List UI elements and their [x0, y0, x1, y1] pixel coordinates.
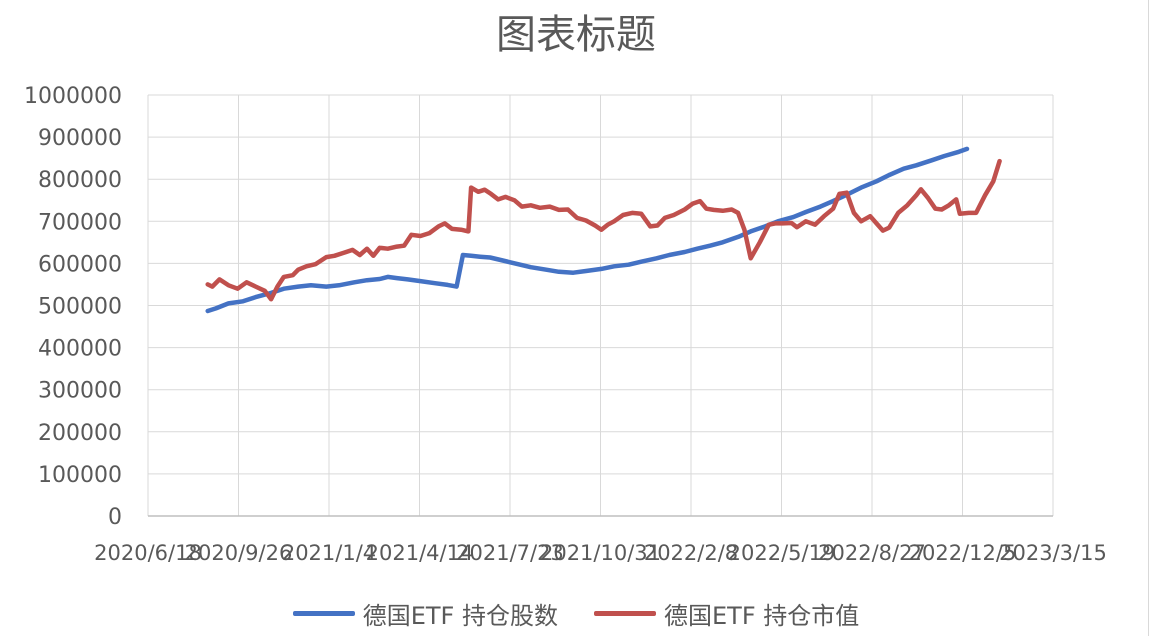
x-tick-label: 2020/9/26	[185, 541, 293, 565]
x-tick-label: 2020/6/18	[94, 541, 202, 565]
y-tick-label: 800000	[38, 168, 122, 193]
x-tick-label: 2022/2/8	[644, 541, 738, 565]
series-line-shares	[205, 146, 970, 314]
x-tick-label: 2021/1/4	[282, 541, 376, 565]
y-tick-label: 300000	[38, 379, 122, 404]
x-tick-label: 2021/10/31	[540, 541, 661, 565]
x-tick-label: 2022/12/5	[909, 541, 1017, 565]
y-tick-label: 400000	[38, 337, 122, 362]
x-tick-label: 2023/3/15	[999, 541, 1107, 565]
legend-label-shares: 德国ETF 持仓股数	[362, 602, 558, 630]
legend-label-value: 德国ETF 持仓市值	[664, 602, 860, 630]
y-tick-label: 1000000	[24, 84, 122, 109]
chart-title: 图表标题	[496, 12, 656, 58]
legend-item-shares: 德国ETF 持仓股数	[292, 596, 558, 631]
y-tick-label: 700000	[38, 210, 122, 235]
series-line-value	[205, 158, 1002, 302]
x-tick-label: 2021/7/23	[456, 541, 564, 565]
y-tick-label: 900000	[38, 126, 122, 151]
y-tick-label: 600000	[38, 252, 122, 277]
legend: 德国ETF 持仓股数 德国ETF 持仓市值	[0, 596, 1152, 631]
y-tick-label: 0	[108, 505, 122, 530]
legend-item-value: 德国ETF 持仓市值	[594, 596, 859, 631]
y-tick-label: 200000	[38, 421, 122, 446]
legend-swatch-shares	[292, 611, 355, 616]
x-tick-label: 2022/8/27	[818, 541, 926, 565]
y-tick-label: 100000	[38, 463, 122, 488]
y-tick-label: 500000	[38, 295, 122, 320]
window-edge-divider	[1148, 0, 1149, 636]
legend-swatch-value	[594, 611, 656, 616]
x-tick-label: 2022/5/19	[728, 541, 836, 565]
x-tick-label: 2021/4/14	[366, 541, 474, 565]
